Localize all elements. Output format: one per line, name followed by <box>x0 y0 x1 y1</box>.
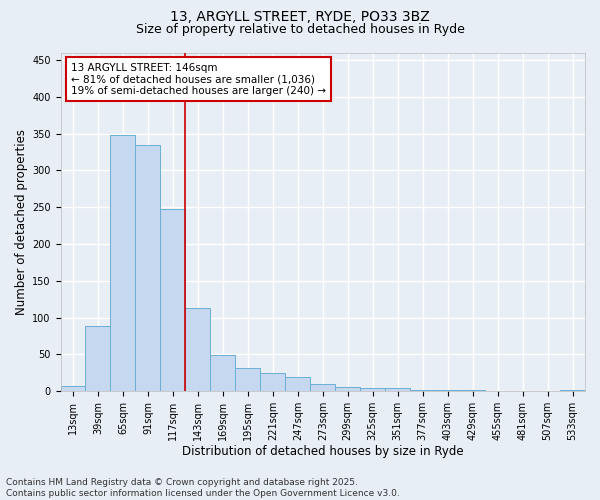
Bar <box>235 368 260 391</box>
Text: 13 ARGYLL STREET: 146sqm
← 81% of detached houses are smaller (1,036)
19% of sem: 13 ARGYLL STREET: 146sqm ← 81% of detach… <box>71 62 326 96</box>
Bar <box>285 376 310 391</box>
Bar <box>260 373 285 391</box>
Bar <box>136 144 160 391</box>
Bar <box>160 208 185 391</box>
Bar <box>310 384 335 391</box>
Bar <box>61 386 85 391</box>
Bar <box>211 355 235 391</box>
Bar <box>110 135 136 391</box>
Bar <box>435 390 460 391</box>
Bar <box>560 390 585 391</box>
Bar <box>410 390 435 391</box>
Y-axis label: Number of detached properties: Number of detached properties <box>15 129 28 315</box>
Bar <box>85 326 110 391</box>
Bar <box>360 388 385 391</box>
Text: 13, ARGYLL STREET, RYDE, PO33 3BZ: 13, ARGYLL STREET, RYDE, PO33 3BZ <box>170 10 430 24</box>
X-axis label: Distribution of detached houses by size in Ryde: Distribution of detached houses by size … <box>182 444 464 458</box>
Bar <box>335 387 360 391</box>
Bar <box>385 388 410 391</box>
Bar <box>460 390 485 391</box>
Bar <box>185 308 211 391</box>
Text: Size of property relative to detached houses in Ryde: Size of property relative to detached ho… <box>136 22 464 36</box>
Text: Contains HM Land Registry data © Crown copyright and database right 2025.
Contai: Contains HM Land Registry data © Crown c… <box>6 478 400 498</box>
